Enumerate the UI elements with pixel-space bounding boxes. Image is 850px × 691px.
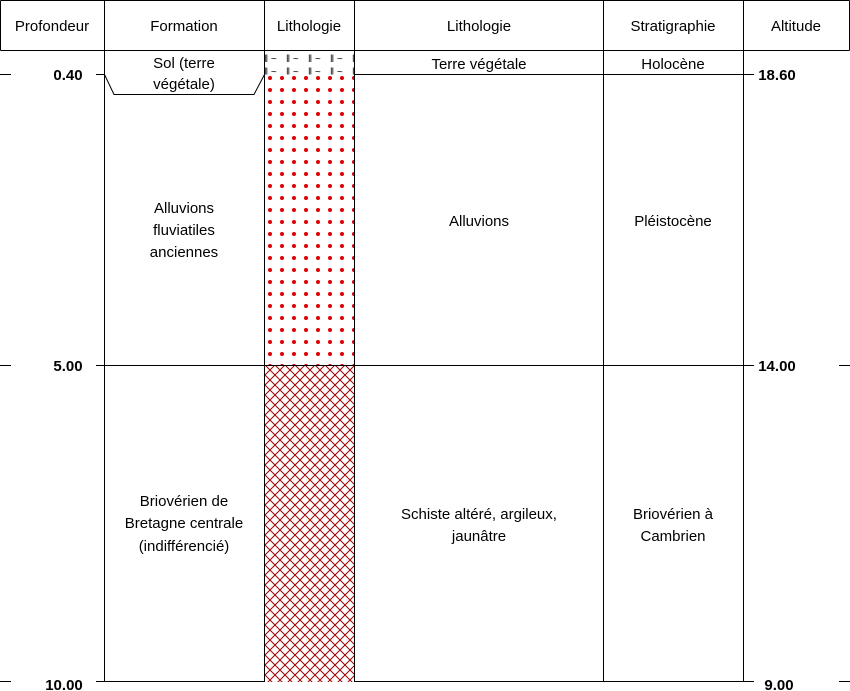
formation-line: Alluvions	[154, 200, 214, 217]
header-stratigraphie: Stratigraphie	[630, 18, 715, 35]
column-headers: Profondeur Formation Lithologie Litholog…	[15, 18, 821, 35]
layer-alluvions: Alluvions fluviatiles anciennes Alluvion…	[150, 200, 712, 261]
altitude-label: 14.00	[758, 358, 796, 375]
lithologie-line: jaunâtre	[451, 528, 506, 545]
formation-line: fluviatiles	[153, 222, 215, 239]
depth-label: 5.00	[53, 358, 82, 375]
layer-briovérien: Briovérien de Bretagne centrale (indiffé…	[125, 493, 714, 555]
lithologie-line: Alluvions	[449, 213, 509, 230]
topsoil-pattern	[265, 51, 354, 75]
formation-line: Briovérien de	[140, 493, 228, 510]
alluvium-dot-pattern	[265, 75, 354, 365]
altitude-labels: 18.60 14.00 9.00	[758, 67, 796, 691]
depth-labels: 0.40 5.00 10.00	[45, 67, 83, 691]
altitude-label: 18.60	[758, 67, 796, 84]
lithologie-line: Terre végétale	[431, 56, 526, 73]
stratigraphie-line: Briovérien à	[633, 506, 714, 523]
header-lithologie: Lithologie	[447, 18, 511, 35]
header-formation: Formation	[150, 18, 218, 35]
depth-label: 10.00	[45, 677, 83, 691]
lithologie-line: Schiste altéré, argileux,	[401, 506, 557, 523]
altitude-label: 9.00	[764, 677, 793, 691]
formation-line: anciennes	[150, 244, 218, 261]
stratigraphie-line: Holocène	[641, 56, 704, 73]
layer-soil: Sol (terre végétale) Terre végétale Holo…	[153, 55, 705, 93]
header-profondeur: Profondeur	[15, 18, 89, 35]
formation-line: (indifférencié)	[139, 538, 230, 555]
formation-line: Bretagne centrale	[125, 515, 243, 532]
stratigraphie-line: Cambrien	[640, 528, 705, 545]
formation-line: végétale)	[153, 76, 215, 93]
schist-crosshatch-pattern	[265, 366, 354, 682]
formation-line: Sol (terre	[153, 55, 215, 72]
header-altitude: Altitude	[771, 18, 821, 35]
stratigraphie-line: Pléistocène	[634, 213, 712, 230]
header-lithologie-symbol: Lithologie	[277, 18, 341, 35]
lithology-column	[264, 51, 355, 682]
depth-label: 0.40	[53, 67, 82, 84]
